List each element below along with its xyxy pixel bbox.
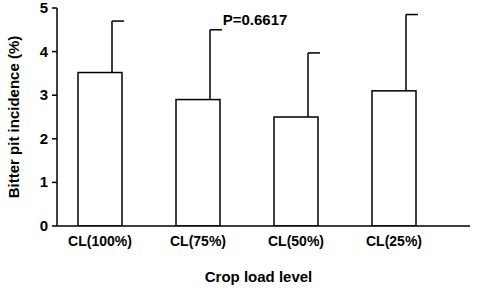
y-tick [52,51,57,53]
y-tick-label: 1 [40,173,48,190]
y-tick-label: 3 [40,86,48,103]
bar [78,73,122,226]
y-tick [52,94,57,96]
error-line [209,30,211,100]
chart-container: 0 1 2 3 4 5 CL(100%) CL(75%) CL(50%) CL(25%) Crop … [0,0,500,290]
x-axis-label: Crop load level [205,268,313,285]
y-axis-label: Bitter pit incidence (%) [5,36,22,199]
y-tick-label: 4 [40,43,49,60]
error-bar [308,53,320,117]
error-cap [406,14,418,16]
y-tick-label: 5 [40,0,48,16]
x-tick-label: CL(75%) [170,233,226,249]
x-tick-label: CL(50%) [268,233,324,249]
error-bar [406,15,418,91]
y-tick [52,7,57,9]
bar [372,91,416,226]
y-tick-label: 0 [40,217,48,234]
error-bar [210,30,222,100]
chart-svg: 0 1 2 3 4 5 CL(100%) CL(75%) CL(50%) CL(25%) Crop … [0,0,500,290]
error-bar [112,21,124,72]
error-cap [112,20,124,22]
x-tick-label: CL(100%) [68,233,132,249]
error-line [405,15,407,91]
x-tick-label: CL(25%) [366,233,422,249]
y-tick-label: 2 [40,130,48,147]
error-cap [210,29,222,31]
y-tick [52,182,57,184]
error-cap [308,52,320,54]
bar [274,117,318,226]
y-tick [52,138,57,140]
y-tick [52,225,57,227]
y-axis [56,8,58,226]
x-axis [57,225,470,227]
annotation: P=0.6617 [223,11,288,28]
bar [176,100,220,226]
bars [78,15,418,226]
error-line [111,21,113,72]
error-line [307,53,309,117]
